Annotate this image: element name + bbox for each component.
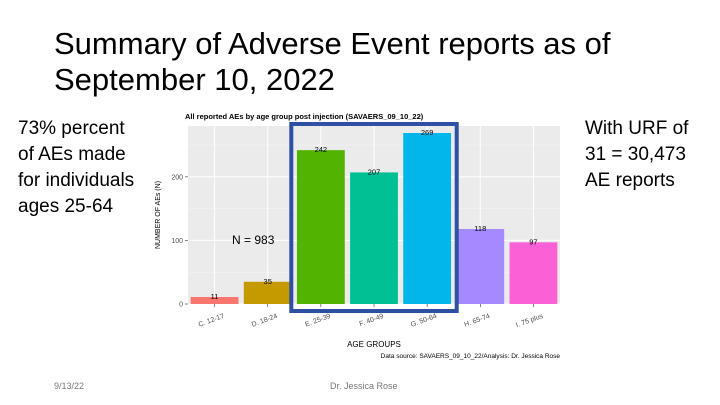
bar (403, 132, 452, 304)
x-tick-label: I. 75 plus (515, 313, 545, 329)
bar-value-label: 207 (368, 167, 381, 176)
percent-note: 73% percent of AEs made for individuals … (18, 118, 135, 217)
bars-group: 11 35 242 207 269 118 97 (190, 128, 558, 304)
y-tick-label: 100 (171, 238, 183, 245)
chart-title: All reported AEs by age group post injec… (185, 112, 424, 121)
bar (296, 150, 345, 304)
x-axis-label: AGE GROUPS (347, 340, 401, 349)
x-tick-label: G. 50-64 (410, 313, 438, 329)
x-tick-label: D. 18-24 (251, 313, 279, 329)
footer-author: Dr. Jessica Rose (330, 381, 398, 391)
bar-value-label: 11 (211, 292, 219, 301)
source-note: Data source: SAVAERS_09_10_22/Analysis: … (381, 353, 561, 360)
x-axis: C. 12-17 D. 18-24 E. 25-39 F. 40-49 G. 50-64… (198, 304, 545, 329)
y-axis-label: NUMBER OF AEs (N) (155, 181, 162, 249)
bar-value-label: 118 (474, 224, 486, 233)
highlight-box (289, 122, 459, 313)
x-tick-label: F. 40-49 (359, 313, 385, 328)
bar (509, 242, 558, 304)
y-tick-label: 200 (171, 174, 183, 181)
bar (190, 297, 239, 304)
bar-value-label: 35 (264, 277, 272, 286)
age-group-bar-chart: All reported AEs by age group post injec… (155, 112, 561, 360)
bar-value-label: 269 (421, 128, 434, 137)
bar-value-label: 97 (529, 237, 537, 246)
y-tick-label: 0 (179, 302, 183, 309)
x-tick-label: H. 65-74 (463, 313, 491, 329)
x-tick-label: C. 12-17 (198, 313, 226, 329)
bar (350, 172, 398, 304)
bar-value-label: 242 (315, 145, 328, 154)
urf-note: With URF of 31 = 30,473 AE reports (585, 118, 689, 191)
bar (243, 281, 292, 304)
y-axis: 0 100 200 (171, 174, 188, 309)
footer-date: 9/13/22 (54, 381, 85, 391)
x-tick-label: E. 25-39 (304, 313, 331, 329)
bar (456, 228, 505, 304)
slide-title: Summary of Adverse Event reports as of S… (54, 26, 611, 97)
n-annotation: N = 983 (232, 233, 275, 247)
